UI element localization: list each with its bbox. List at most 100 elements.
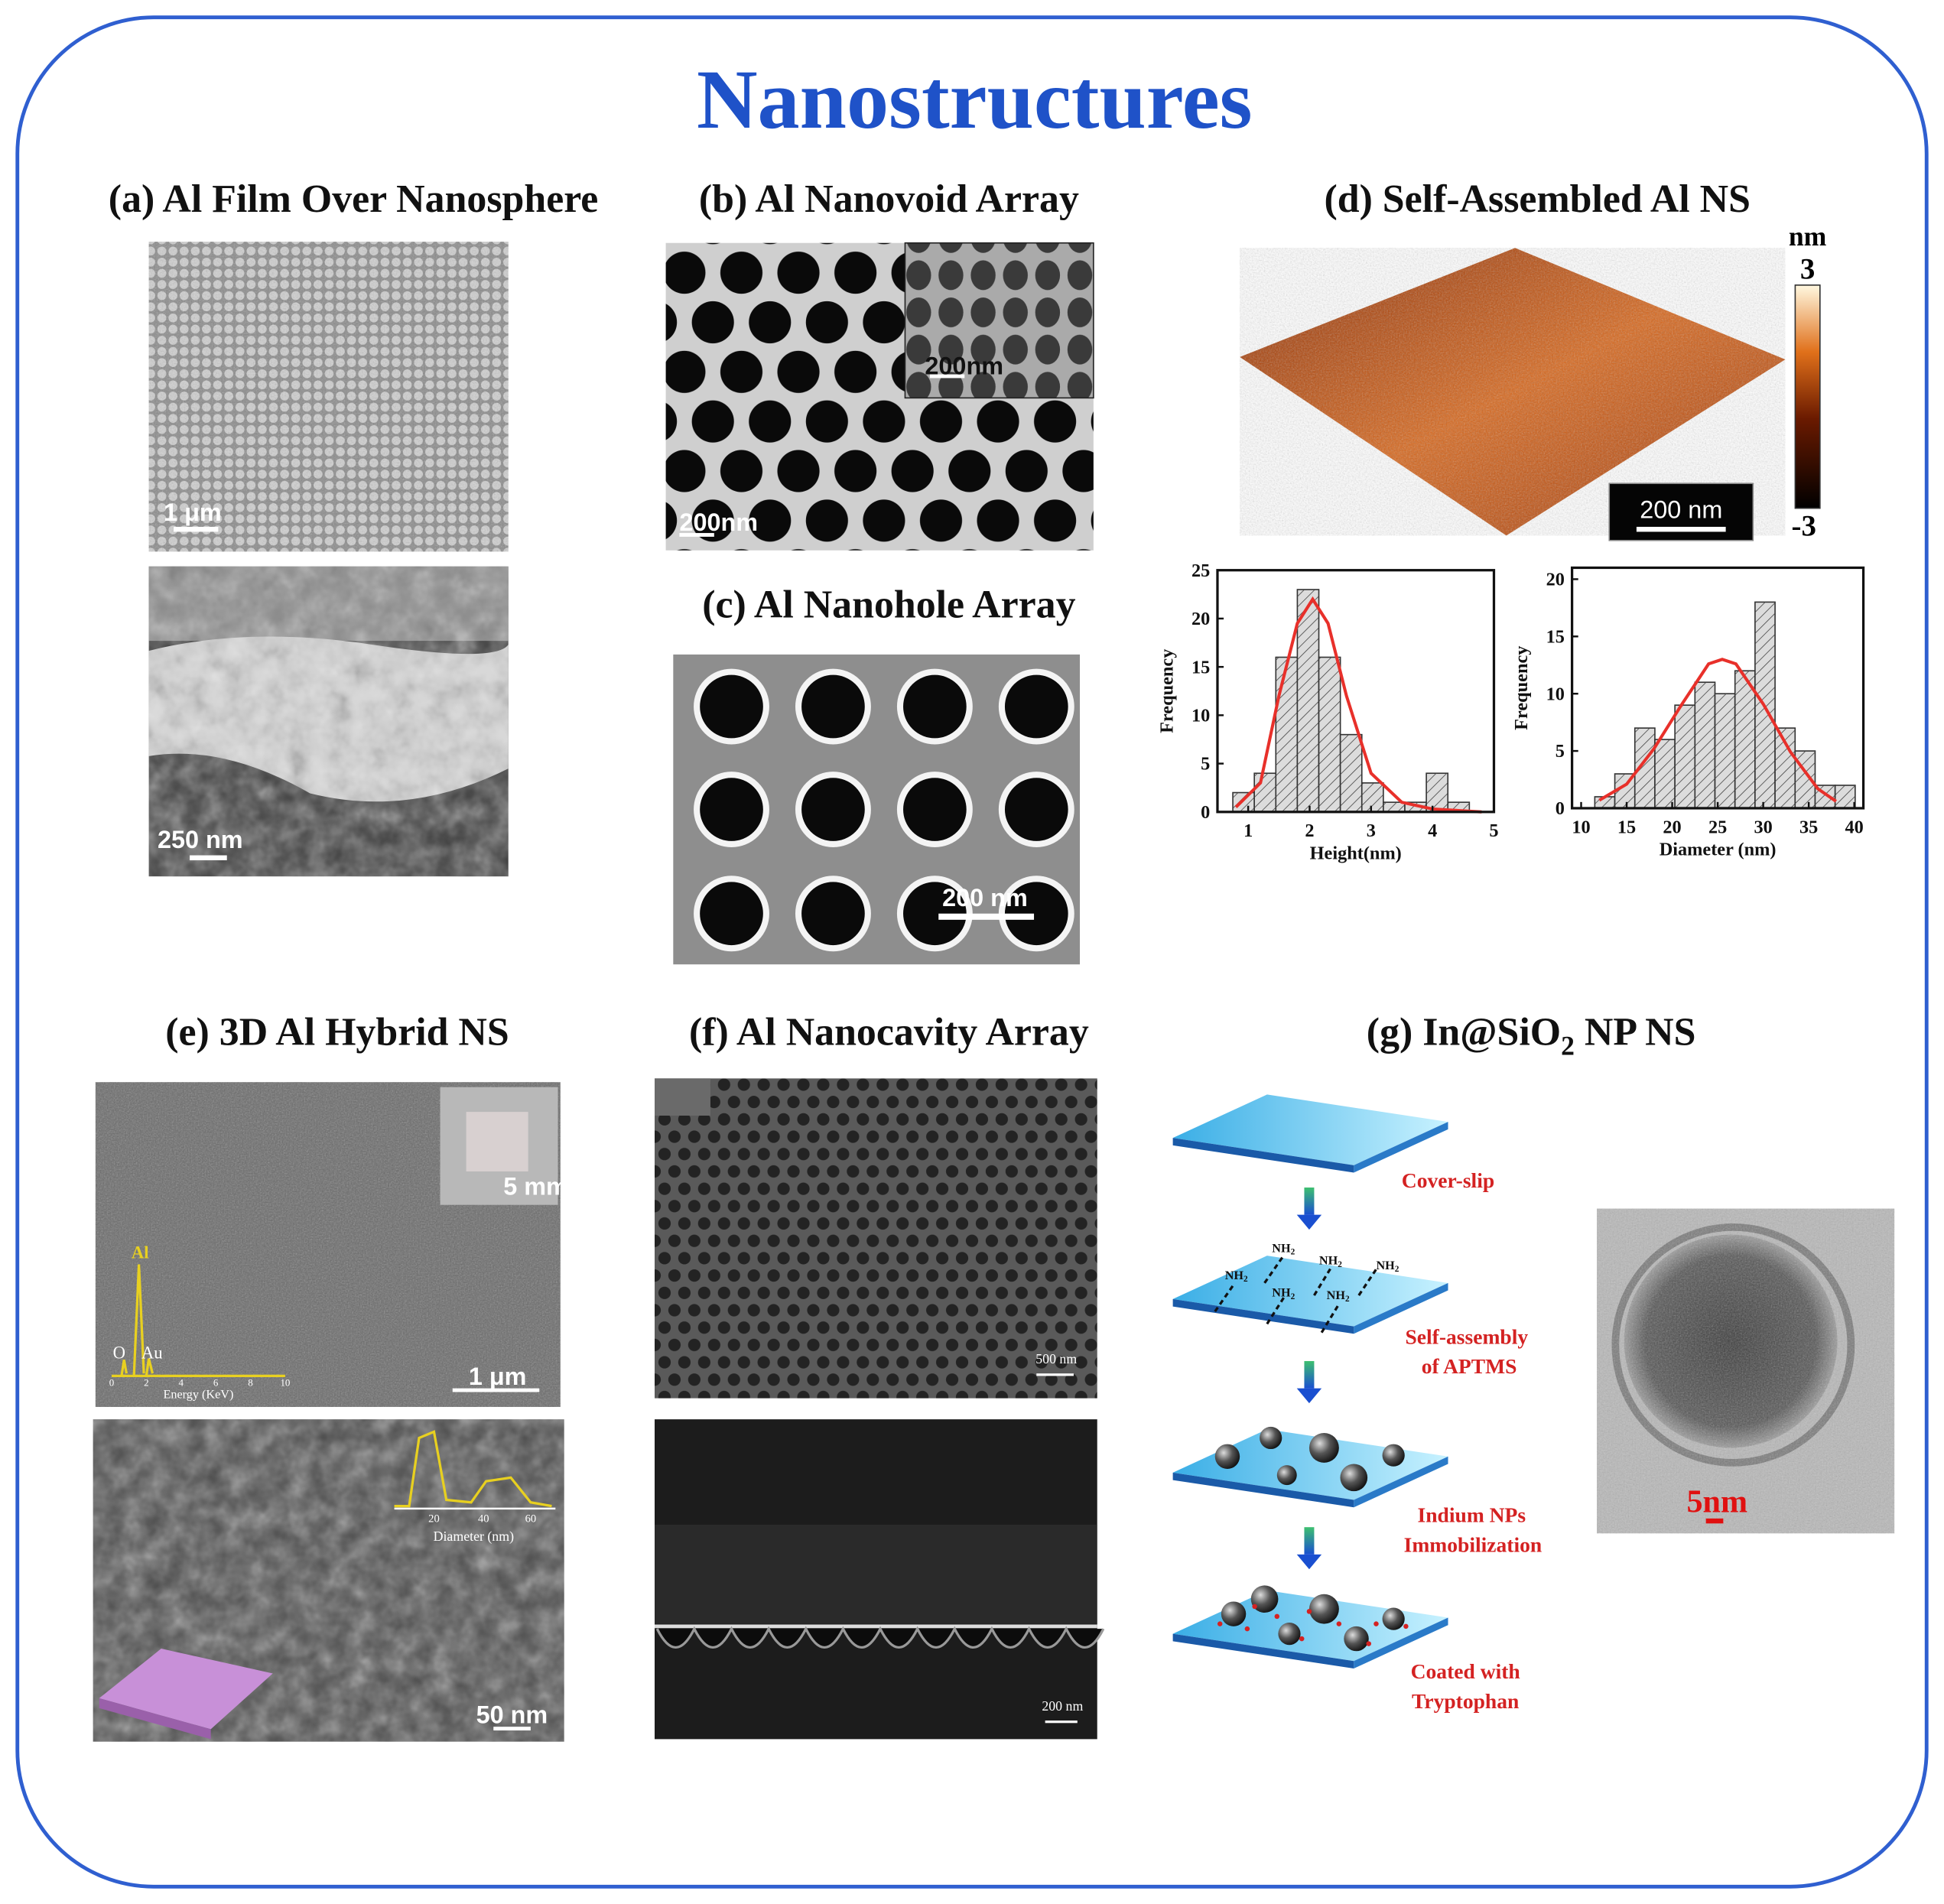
edx-tick: 4 [179, 1376, 184, 1388]
colorbar-max: 3 [1800, 253, 1815, 286]
scale-bar [174, 526, 219, 532]
nanoparticles [1214, 1426, 1405, 1652]
title-subscript: 2 [1561, 1031, 1575, 1061]
scale-label: 500 nm [1035, 1351, 1077, 1366]
scale-bar [1636, 526, 1726, 532]
amine-sub: 2 [1291, 1248, 1295, 1257]
x-tick-label: 20 [1663, 817, 1681, 837]
amine-label: NH2 [1327, 1288, 1350, 1304]
panel-e: 5 mm 1 μm Al O Au 0 2 4 6 8 10 Energy (K… [93, 1082, 568, 1742]
sem-image [655, 1078, 1097, 1399]
scale-label: 200nm [679, 508, 758, 536]
bar [1425, 772, 1449, 813]
y-tick-label: 15 [1191, 657, 1210, 677]
edx-tick: 8 [248, 1376, 252, 1388]
amine-label: NH2 [1272, 1286, 1295, 1301]
plot-frame [1216, 569, 1496, 814]
bar [1360, 782, 1384, 813]
edx-label: Al [132, 1243, 149, 1262]
amine: NH [1272, 1241, 1291, 1255]
x-tick-label: 35 [1799, 817, 1818, 837]
y-tick-label: 10 [1191, 705, 1210, 726]
step-label: Cover-slip [1402, 1168, 1494, 1192]
colorbar [1794, 284, 1821, 509]
x-tick-label: 3 [1367, 820, 1376, 841]
inset-ticks: 20 40 60 [428, 1513, 536, 1525]
panel-d: 200 nm nm 3 -3 [1240, 221, 1827, 542]
bar [1232, 791, 1255, 813]
scale-bar [493, 1727, 531, 1731]
panel-f: 500 nm 200 nm [655, 1078, 1105, 1740]
x-tick-label: 1 [1243, 820, 1253, 841]
scale-label: 1 μm [469, 1363, 527, 1390]
panel-g: NH2 NH2 NH2 NH2 NH2 NH2 Cover-slip Self-… [1172, 1094, 1895, 1713]
edx-tick: 0 [109, 1376, 114, 1388]
model-3d [99, 1698, 211, 1740]
scale-bar [929, 374, 965, 379]
fit-curve [1234, 596, 1482, 814]
x-tick-label: 5 [1489, 820, 1498, 841]
fit-curve [1598, 658, 1838, 803]
x-axis-label: Diameter (nm) [1660, 840, 1777, 860]
bar [1734, 670, 1756, 809]
panel-title: (e) 3D Al Hybrid NS [165, 1011, 509, 1054]
scale-bar [938, 913, 1035, 920]
texture [148, 242, 509, 552]
x-tick-label: 30 [1754, 817, 1772, 837]
panel-title: (a) Al Film Over Nanosphere [109, 177, 599, 221]
bar [1694, 681, 1716, 809]
step-label: Self-assembly [1405, 1324, 1528, 1348]
arrows [1296, 1188, 1322, 1570]
title-part: NP NS [1575, 1011, 1696, 1054]
y-tick-label: 10 [1546, 684, 1565, 704]
amine: NH [1225, 1269, 1244, 1282]
amine: NH [1327, 1288, 1346, 1302]
bar [1834, 785, 1856, 809]
step-label: Tryptophan [1412, 1689, 1519, 1713]
tryptophan [1217, 1603, 1409, 1646]
y-tick-label: 15 [1546, 626, 1565, 647]
scale-label: 200 nm [1640, 496, 1722, 524]
edx-label: Au [141, 1344, 163, 1363]
scale-bar [1045, 1720, 1078, 1724]
sample [466, 1112, 528, 1171]
inset-image [904, 242, 1094, 399]
y-tick-label: 0 [1201, 802, 1210, 823]
scale-label: 200nm [925, 353, 1003, 380]
step-label: Indium NPs [1417, 1503, 1526, 1527]
panel-title: (g) In@SiO2 NP NS [1367, 1011, 1696, 1061]
x-tick-label: 25 [1708, 817, 1727, 837]
bar [1253, 772, 1277, 813]
texture [1240, 248, 1786, 536]
colorbar-unit: nm [1789, 221, 1827, 252]
scale-label: 50 nm [476, 1701, 548, 1728]
step-label: Immobilization [1404, 1533, 1543, 1557]
step-label: Coated with [1411, 1659, 1520, 1683]
colorbar-min: -3 [1792, 509, 1816, 542]
inset-tick: 40 [478, 1513, 489, 1525]
scale-bar [190, 855, 227, 861]
scale-bar [1705, 1518, 1724, 1524]
cavities [655, 1626, 1105, 1649]
texture [1597, 1208, 1895, 1534]
holes [694, 668, 1074, 952]
bar [1339, 733, 1363, 813]
edx-ticks: 0 2 4 6 8 10 [109, 1376, 291, 1388]
y-tick-label: 0 [1556, 798, 1565, 819]
edx-label: O [113, 1344, 125, 1363]
bar [1275, 656, 1299, 813]
panel-b: 200nm 200nm [665, 242, 1094, 551]
amine-sub: 2 [1395, 1265, 1399, 1274]
y-axis-label: Frequency [1157, 649, 1178, 733]
amine-label: NH2 [1319, 1254, 1342, 1269]
inset-fit [394, 1430, 552, 1508]
title-part: (g) In@SiO [1367, 1011, 1561, 1054]
step-label: of APTMS [1422, 1354, 1517, 1378]
scale-label: 200 nm [942, 884, 1028, 911]
panel-title: (d) Self-Assembled Al NS [1324, 177, 1751, 221]
figure-title: Nanostructures [697, 53, 1253, 146]
y-tick-label: 25 [1191, 560, 1210, 581]
scale-bar [679, 533, 714, 537]
